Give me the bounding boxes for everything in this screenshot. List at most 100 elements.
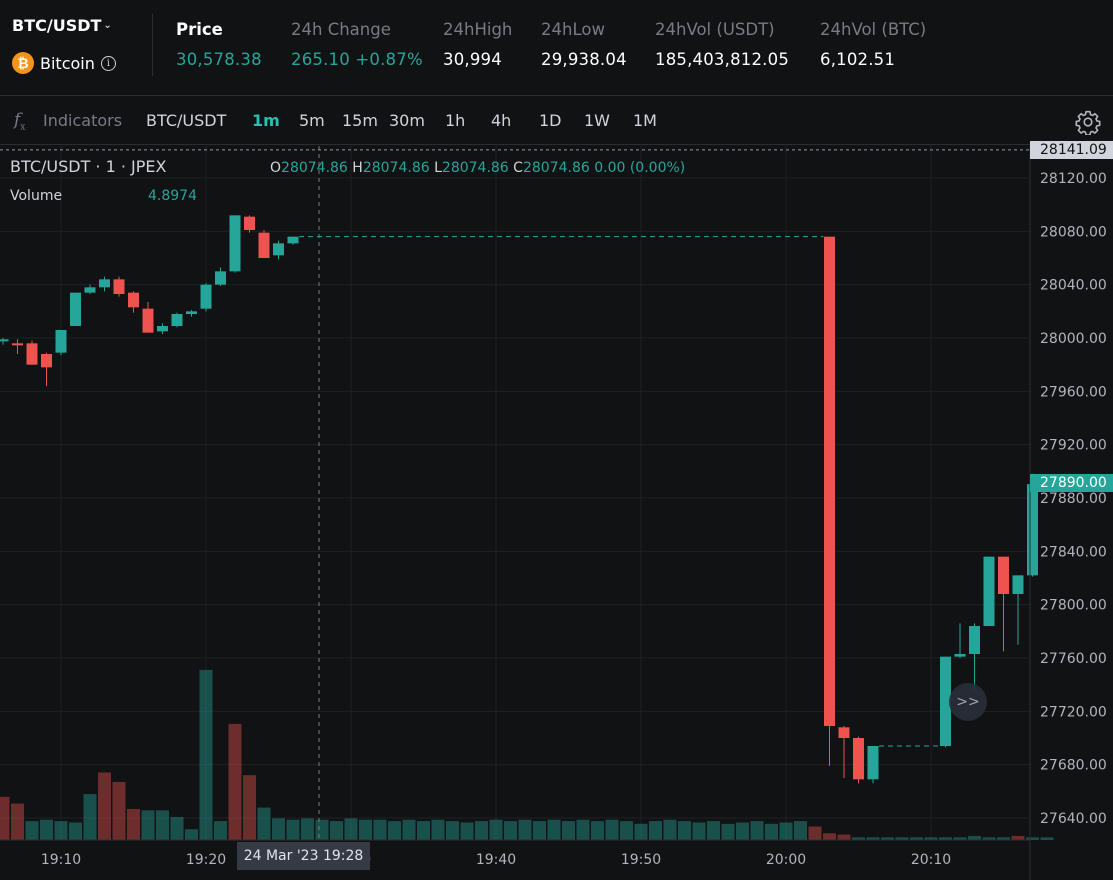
x-tick-label: 19:40 [476, 852, 516, 868]
stat-label: 24hLow [541, 20, 605, 39]
candle-body [969, 626, 980, 654]
gear-icon[interactable] [1075, 109, 1101, 135]
volume-bar [707, 821, 720, 840]
stat-label: Price [176, 20, 223, 39]
candle-body [12, 343, 23, 346]
volume-bar [910, 837, 923, 840]
volume-bar [112, 781, 126, 840]
x-tick-label: 20:00 [766, 852, 806, 868]
chart-toolbar: fx Indicators BTC/USDT 1m 5m 15m 30m 1h … [0, 97, 1113, 145]
interval-30m[interactable]: 30m [389, 111, 425, 130]
stat-label: 24hVol (BTC) [820, 20, 927, 39]
candle-body [954, 654, 966, 657]
volume-bar [591, 821, 604, 840]
volume-bar [185, 829, 198, 840]
volume-bar [605, 819, 619, 840]
candle-body [838, 727, 850, 738]
stat-value: 29,938.04 [541, 50, 627, 69]
interval-15m[interactable]: 15m [342, 111, 378, 130]
volume-bar [721, 823, 735, 840]
volume-legend: Volume 4.8974 [10, 188, 197, 204]
volume-bar [127, 808, 140, 840]
y-tick-label: 27920.00 [1040, 438, 1107, 454]
c-value: 28074.86 [522, 160, 590, 176]
volume-bar [83, 794, 97, 840]
candle-body [171, 314, 183, 326]
candle-body [26, 343, 38, 365]
stat-label: 24h Change [291, 20, 391, 39]
volume-bar [779, 822, 793, 840]
candle-body [157, 326, 168, 332]
volume-bar [243, 775, 256, 840]
volume-bar [344, 818, 358, 840]
indicators-button[interactable]: Indicators [43, 111, 123, 130]
pair-name[interactable]: BTC/USDT ⌄ [12, 16, 152, 35]
candle-body [215, 271, 226, 285]
fx-indicators-icon[interactable]: fx [14, 110, 26, 133]
volume-bar [765, 823, 778, 840]
volume-bar [794, 821, 807, 840]
interval-1h[interactable]: 1h [445, 111, 466, 130]
y-tick-label: 27760.00 [1040, 651, 1107, 667]
candle-body [940, 656, 951, 746]
candle-body [99, 279, 110, 288]
scroll-to-realtime-button[interactable]: >> [949, 683, 987, 721]
volume-bar [315, 819, 329, 840]
volume-bar [881, 837, 894, 840]
volume-bar [373, 819, 387, 840]
volume-bar [54, 821, 68, 840]
price-chart[interactable]: 28120.00 28080.00 28040.00 28000.00 27960.00… [0, 146, 1113, 880]
market-header: BTC/USDT ⌄ ₿ Bitcoin i Price 30,578.38 2… [0, 0, 1113, 96]
candle-body [84, 287, 96, 293]
volume-bar [431, 819, 445, 840]
chart-background [0, 146, 1113, 880]
interval-4h[interactable]: 4h [491, 111, 512, 130]
h-label: H [352, 160, 363, 176]
candle-body [41, 354, 52, 368]
volume-bar [475, 821, 488, 840]
x-tick-label: 19:10 [41, 852, 81, 868]
candle-body [258, 232, 270, 258]
interval-5m[interactable]: 5m [299, 111, 325, 130]
volume-bar [330, 821, 343, 840]
coin-info: ₿ Bitcoin i [12, 52, 116, 74]
candle-body [113, 279, 125, 294]
stat-value: 30,994 [443, 50, 502, 69]
volume-bar [982, 837, 996, 840]
volume-bar [301, 818, 314, 840]
volume-bar [141, 810, 155, 840]
volume-bar [547, 819, 561, 840]
candle-body [229, 215, 241, 272]
x-tick-label: 19:20 [186, 852, 226, 868]
stat-value: 265.10 +0.87% [291, 50, 423, 69]
volume-bar [257, 807, 271, 840]
stat-24h-vol-usdt: 24hVol (USDT) 185,403,812.05 [655, 20, 789, 69]
candle-body [142, 308, 154, 333]
c-label: C [513, 160, 523, 176]
interval-1d[interactable]: 1D [539, 111, 562, 130]
stat-24h-vol-btc: 24hVol (BTC) 6,102.51 [820, 20, 926, 69]
interval-1mo[interactable]: 1M [633, 111, 657, 130]
candle-body [128, 292, 139, 308]
y-tick-label: 27640.00 [1040, 811, 1107, 827]
bitcoin-logo-icon: ₿ [12, 52, 34, 74]
y-tick-label: 27840.00 [1040, 544, 1107, 560]
y-tick-label: 28080.00 [1040, 224, 1107, 240]
interval-1m[interactable]: 1m [252, 111, 280, 130]
o-value: 28074.86 [281, 160, 348, 176]
volume-bar [837, 834, 851, 840]
volume-bar [156, 810, 169, 840]
candle-body [824, 236, 835, 726]
volume-bar [504, 821, 517, 840]
volume-bar [1026, 837, 1039, 840]
pair-selector[interactable]: BTC/USDT ⌄ ₿ Bitcoin i [12, 16, 152, 74]
volume-bar [446, 821, 459, 840]
volume-bar [750, 821, 764, 840]
interval-1w[interactable]: 1W [584, 111, 610, 130]
volume-bar [663, 819, 677, 840]
symbol-button[interactable]: BTC/USDT [146, 111, 227, 130]
info-icon[interactable]: i [100, 55, 116, 71]
last-price-tag: 27890.00 [1030, 474, 1113, 492]
candle-body [0, 339, 9, 342]
y-tick-label: 27720.00 [1040, 704, 1107, 720]
